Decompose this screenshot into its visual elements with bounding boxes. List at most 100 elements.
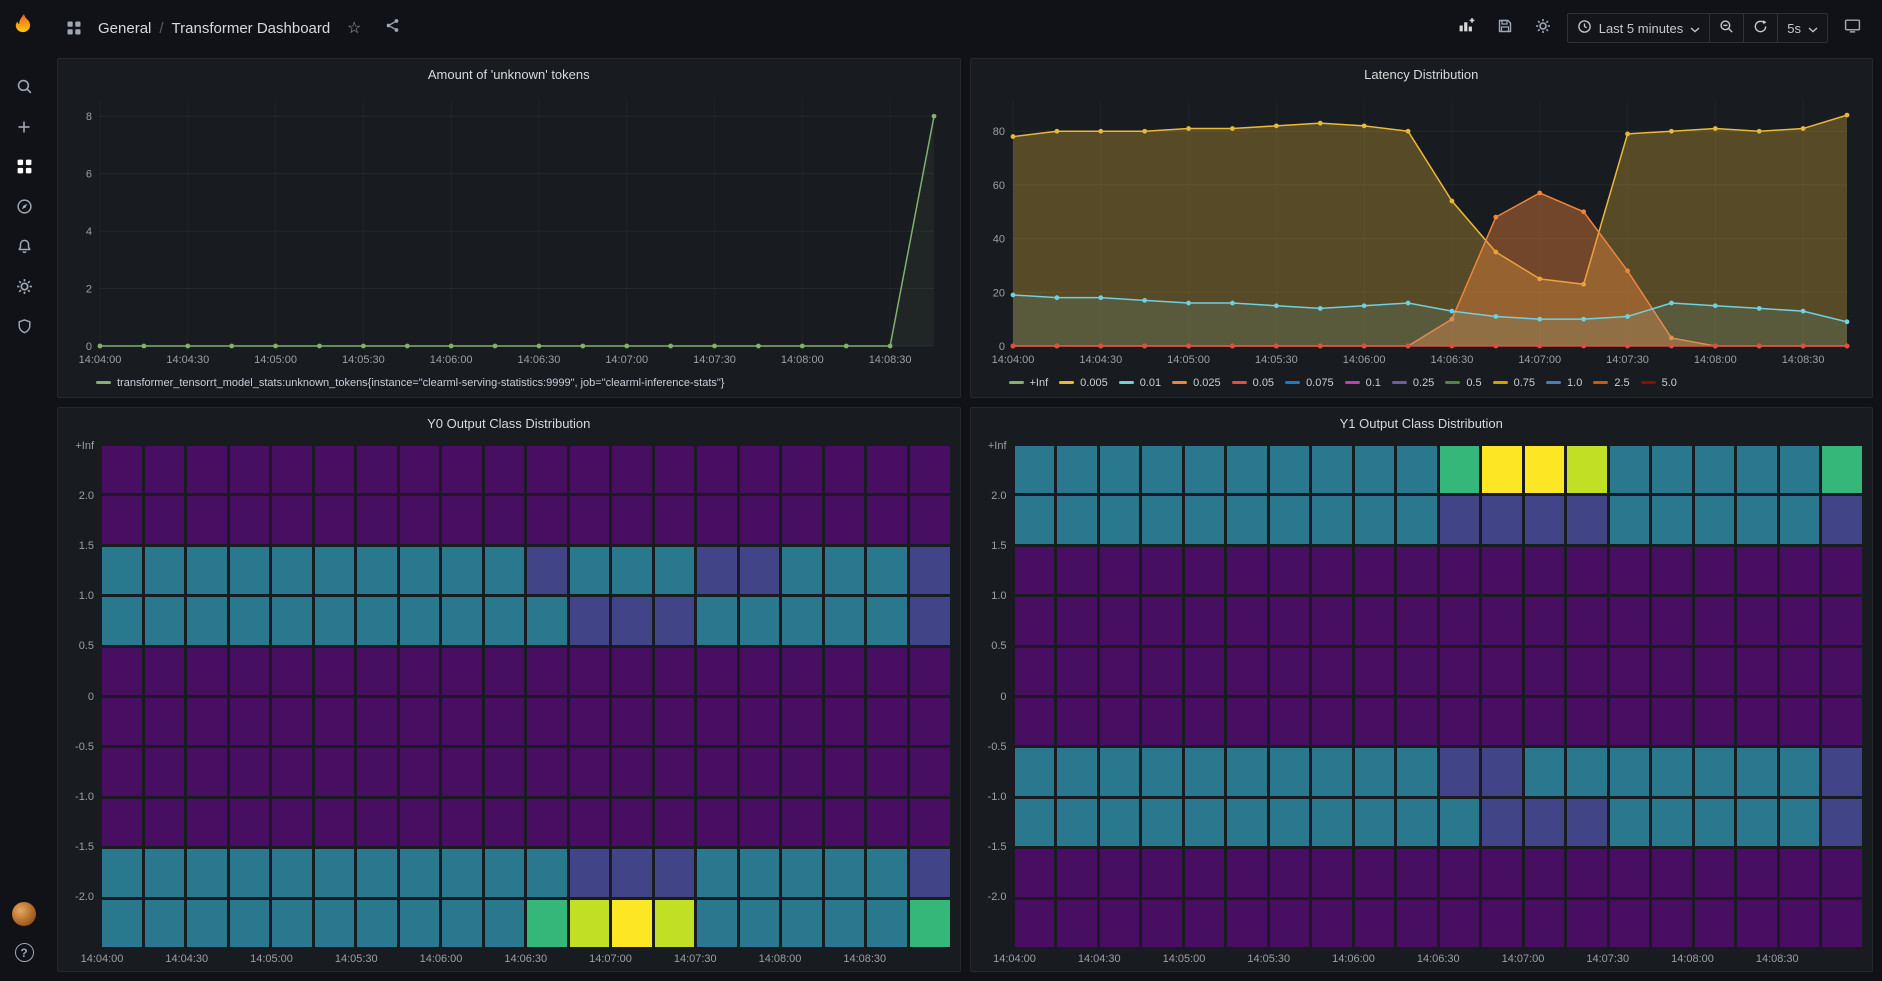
heatmap-cell: [1482, 799, 1522, 846]
legend-item[interactable]: 0.05: [1232, 377, 1274, 389]
zoom-out-button[interactable]: [1709, 14, 1743, 42]
legend-item[interactable]: 1.0: [1546, 377, 1582, 389]
heatmap-y-label: -2.0: [988, 891, 1007, 903]
panel-latency-distribution: Latency Distribution 02040608014:04:0014…: [970, 58, 1874, 398]
heatmap-cell: [740, 748, 780, 795]
legend-swatch: [1232, 381, 1247, 384]
legend-item[interactable]: 0.5: [1445, 377, 1481, 389]
save-dashboard-button[interactable]: [1491, 14, 1519, 42]
heatmap-cell: [1397, 799, 1437, 846]
heatmap-cell: [570, 900, 610, 947]
heatmap-cell: [740, 597, 780, 644]
heatmap-cell: [357, 900, 397, 947]
heatmap-x-label: 14:06:30: [1417, 953, 1460, 965]
heatmap-cell: [1780, 849, 1820, 896]
refresh-button[interactable]: [1743, 14, 1777, 42]
legend-item[interactable]: 0.075: [1285, 377, 1334, 389]
heatmap-cell: [1822, 698, 1862, 745]
share-dashboard-button[interactable]: [378, 14, 406, 42]
breadcrumb-dashboard-title[interactable]: Transformer Dashboard: [172, 20, 331, 37]
heatmap-cell: [1482, 748, 1522, 795]
heatmap-cell: [1652, 547, 1692, 594]
heatmap-cell: [1397, 446, 1437, 493]
legend-item[interactable]: 5.0: [1641, 377, 1677, 389]
topbar-right: Last 5 minutes 5s: [1453, 13, 1866, 43]
refresh-interval-picker[interactable]: 5s: [1777, 14, 1827, 42]
heatmap-cell: [1780, 799, 1820, 846]
heatmap-cell: [570, 496, 610, 543]
heatmap-cell: [1185, 496, 1225, 543]
heatmap-cell: [655, 900, 695, 947]
heatmap-cell: [357, 597, 397, 644]
heatmap-x-label: 14:05:00: [1163, 953, 1206, 965]
cycle-view-mode-button[interactable]: [1838, 14, 1866, 42]
grafana-logo[interactable]: [8, 10, 40, 42]
heatmap-cell: [910, 446, 950, 493]
panel-title-unknown-tokens[interactable]: Amount of 'unknown' tokens: [58, 59, 960, 89]
heatmap-cell: [655, 648, 695, 695]
heatmap-y0[interactable]: +Inf2.01.51.00.50-0.5-1.0-1.5-2.014:04:0…: [58, 438, 960, 971]
heatmap-cell: [570, 748, 610, 795]
heatmap-cell: [1397, 698, 1437, 745]
panel-title-latency-distribution[interactable]: Latency Distribution: [971, 59, 1873, 89]
sidebar-item-alerting[interactable]: [7, 231, 41, 265]
heatmap-cell: [357, 446, 397, 493]
heatmap-cell: [1440, 748, 1480, 795]
heatmap-cell: [1440, 496, 1480, 543]
heatmap-cell: [1100, 547, 1140, 594]
legend-item[interactable]: +Inf: [1009, 377, 1049, 389]
legend-item[interactable]: 0.025: [1172, 377, 1221, 389]
heatmap-cell: [400, 900, 440, 947]
heatmap-x-axis: 14:04:0014:04:3014:05:0014:05:3014:06:00…: [102, 947, 950, 969]
heatmap-y1[interactable]: +Inf2.01.51.00.50-0.5-1.0-1.5-2.014:04:0…: [971, 438, 1873, 971]
heatmap-cell: [655, 446, 695, 493]
legend-item[interactable]: transformer_tensorrt_model_stats:unknown…: [96, 377, 724, 389]
heatmap-cell: [697, 446, 737, 493]
heatmap-cell: [570, 849, 610, 896]
time-range-picker[interactable]: Last 5 minutes: [1568, 14, 1710, 42]
heatmap-cell: [1652, 849, 1692, 896]
legend-item[interactable]: 0.1: [1345, 377, 1381, 389]
timeseries-plot-latency[interactable]: 02040608014:04:0014:04:3014:05:0014:05:3…: [977, 89, 1863, 370]
sidebar-item-server-admin[interactable]: [7, 311, 41, 345]
legend-item[interactable]: 2.5: [1593, 377, 1629, 389]
sidebar-item-create[interactable]: [7, 111, 41, 145]
dashboard-settings-button[interactable]: [1529, 14, 1557, 42]
svg-text:0: 0: [998, 341, 1004, 353]
sidebar-item-explore[interactable]: [7, 191, 41, 225]
add-panel-button[interactable]: [1453, 14, 1481, 42]
panel-title-y1-distribution[interactable]: Y1 Output Class Distribution: [971, 408, 1873, 438]
heatmap-cell: [910, 799, 950, 846]
sidebar-item-help[interactable]: ?: [15, 943, 34, 962]
avatar[interactable]: [12, 902, 36, 926]
heatmap-cell: [1610, 900, 1650, 947]
heatmap-cell: [1397, 648, 1437, 695]
legend-item[interactable]: 0.75: [1493, 377, 1535, 389]
timeseries-plot-unknown-tokens[interactable]: 0246814:04:0014:04:3014:05:0014:05:3014:…: [64, 89, 950, 370]
heatmap-y-label: 2.0: [991, 490, 1006, 502]
heatmap-cell: [1270, 849, 1310, 896]
heatmap-y-label: -1.5: [988, 841, 1007, 853]
heatmap-cell: [442, 799, 482, 846]
panel-title-y0-distribution[interactable]: Y0 Output Class Distribution: [58, 408, 960, 438]
legend-item[interactable]: 0.01: [1119, 377, 1161, 389]
sidebar-item-search[interactable]: [7, 71, 41, 105]
heatmap-cell: [145, 748, 185, 795]
heatmap-grid[interactable]: [102, 446, 950, 947]
breadcrumb-folder[interactable]: General: [98, 20, 151, 37]
heatmap-cell: [1100, 900, 1140, 947]
heatmap-cell: [315, 446, 355, 493]
star-dashboard-button[interactable]: ☆: [340, 14, 368, 42]
sidebar-item-configuration[interactable]: [7, 271, 41, 305]
heatmap-cell: [910, 900, 950, 947]
heatmap-cell: [1780, 698, 1820, 745]
legend-swatch: [1546, 381, 1561, 384]
legend-item[interactable]: 0.25: [1392, 377, 1434, 389]
heatmap-cell: [357, 799, 397, 846]
heatmap-cell: [1270, 547, 1310, 594]
heatmap-grid[interactable]: [1015, 446, 1863, 947]
heatmap-cell: [697, 849, 737, 896]
heatmap-cell: [782, 900, 822, 947]
sidebar-item-dashboards[interactable]: [7, 151, 41, 185]
legend-item[interactable]: 0.005: [1059, 377, 1108, 389]
